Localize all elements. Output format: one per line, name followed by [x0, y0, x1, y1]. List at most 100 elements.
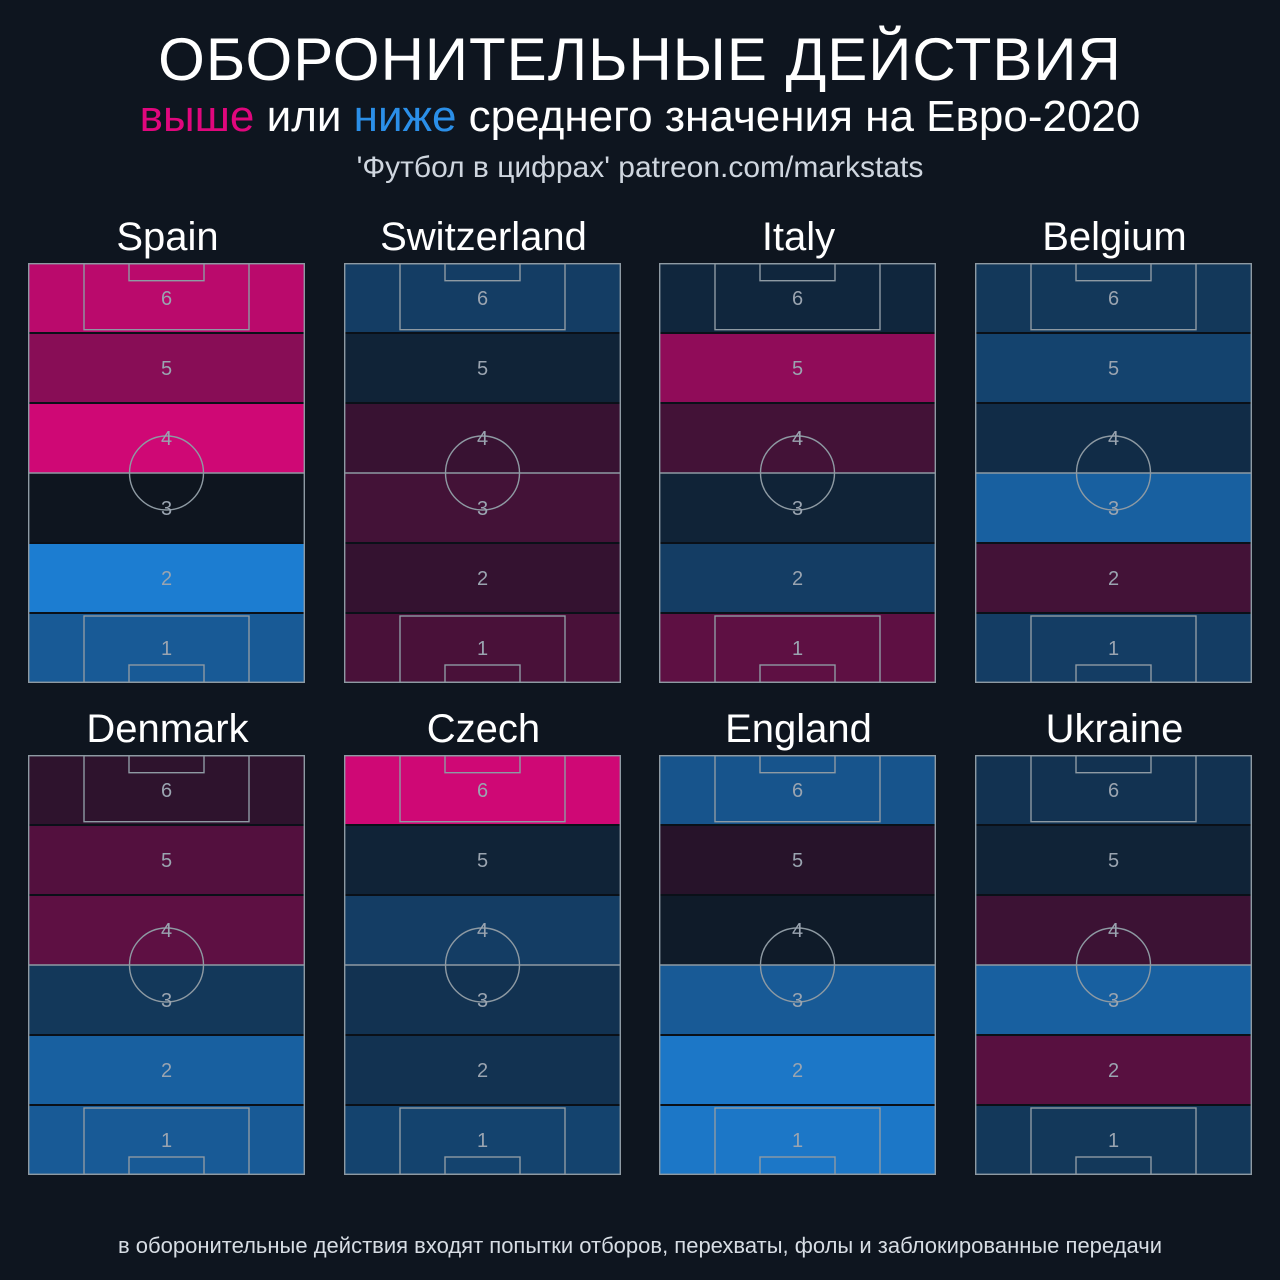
team-panel: Czech 6 5 4 3 2 1 [343, 705, 623, 1176]
zone-band-6 [659, 263, 936, 333]
zone-band-3 [659, 473, 936, 543]
zone-label: 2 [1108, 1060, 1119, 1082]
goal-box-bottom [1075, 1156, 1152, 1175]
zone-band-2 [659, 543, 936, 613]
team-name: Italy [761, 215, 836, 259]
credit-line: 'Футбол в цифрах' patreon.com/markstats [356, 151, 924, 184]
zone-label: 3 [477, 990, 488, 1012]
goal-box-bottom [1075, 664, 1152, 683]
zone-label: 4 [1108, 920, 1119, 942]
goal-box-top [444, 262, 521, 282]
goal-box-bottom [128, 1156, 205, 1175]
zone-label: 6 [161, 780, 172, 802]
team-panel: England 6 5 4 3 2 1 [658, 705, 938, 1176]
zone-band-4 [659, 895, 936, 965]
zone-band-6 [975, 263, 1252, 333]
zone-label: 1 [1108, 638, 1119, 660]
zone-band-5 [28, 825, 305, 895]
team-panel: Spain 6 5 4 3 2 1 [27, 213, 307, 684]
zone-label: 1 [1108, 1130, 1119, 1152]
zone-label: 6 [792, 780, 803, 802]
center-circle [1075, 435, 1152, 511]
team-panel: Belgium 6 5 4 3 2 1 [974, 213, 1254, 684]
legend-above-label: выше [139, 92, 255, 141]
team-panel: Ukraine 6 5 4 3 2 1 [974, 705, 1254, 1176]
zone-band-1 [344, 613, 621, 683]
goal-box-top [1075, 754, 1152, 774]
center-circle [444, 435, 521, 511]
zone-band-3 [344, 965, 621, 1035]
center-circle [444, 927, 521, 1003]
zone-label: 6 [477, 288, 488, 310]
team-name: England [725, 707, 872, 751]
zone-label: 5 [161, 358, 172, 380]
pitch-heatmap: 6 5 4 3 2 1 [974, 262, 1253, 684]
zone-band-1 [28, 1105, 305, 1175]
team-name: Denmark [86, 707, 249, 751]
center-circle [128, 435, 205, 511]
zone-band-3 [975, 473, 1252, 543]
zone-band-6 [344, 755, 621, 825]
zone-label: 6 [792, 288, 803, 310]
zone-band-4 [344, 895, 621, 965]
zone-band-1 [344, 1105, 621, 1175]
zone-label: 4 [477, 920, 488, 942]
zone-label: 6 [477, 780, 488, 802]
zone-band-2 [975, 543, 1252, 613]
center-circle [759, 927, 836, 1003]
zone-band-3 [344, 473, 621, 543]
zone-label: 5 [161, 850, 172, 872]
zone-band-5 [28, 333, 305, 403]
zone-label: 1 [477, 1130, 488, 1152]
zone-label: 2 [477, 568, 488, 590]
footnote: в оборонительные действия входят попытки… [117, 1233, 1163, 1258]
zone-band-6 [28, 263, 305, 333]
zone-band-3 [975, 965, 1252, 1035]
goal-box-bottom [759, 1156, 836, 1175]
team-panel: Italy 6 5 4 3 2 1 [658, 213, 938, 684]
goal-box-top [1075, 262, 1152, 282]
team-name: Ukraine [1045, 707, 1184, 751]
pitch-heatmap: 6 5 4 3 2 1 [974, 754, 1253, 1176]
zone-band-2 [344, 1035, 621, 1105]
zone-label: 1 [792, 1130, 803, 1152]
zone-label: 6 [161, 288, 172, 310]
goal-box-top [128, 262, 205, 282]
zone-band-5 [344, 825, 621, 895]
zone-band-1 [28, 613, 305, 683]
pitch-heatmap: 6 5 4 3 2 1 [343, 754, 622, 1176]
zone-band-5 [344, 333, 621, 403]
zone-band-4 [975, 895, 1252, 965]
zone-label: 1 [161, 638, 172, 660]
zone-label: 5 [1108, 358, 1119, 380]
legend-below-label: ниже [353, 92, 457, 141]
zone-band-6 [975, 755, 1252, 825]
team-name: Switzerland [380, 215, 587, 259]
chart-subtitle: выше или ниже среднего значения на Евро-… [0, 92, 1280, 142]
zone-band-1 [975, 613, 1252, 683]
pitch-heatmap: 6 5 4 3 2 1 [658, 262, 937, 684]
zone-band-4 [975, 403, 1252, 473]
zone-label: 4 [161, 428, 172, 450]
zone-label: 2 [161, 568, 172, 590]
pitch-heatmap: 6 5 4 3 2 1 [658, 754, 937, 1176]
goal-box-bottom [444, 664, 521, 683]
zone-label: 2 [792, 1060, 803, 1082]
zone-label: 4 [161, 920, 172, 942]
zone-label: 5 [792, 358, 803, 380]
zone-label: 4 [477, 428, 488, 450]
team-panel: Switzerland 6 5 4 3 2 1 [343, 213, 623, 684]
zone-band-2 [344, 543, 621, 613]
zone-label: 6 [1108, 780, 1119, 802]
goal-box-top [759, 754, 836, 774]
pitch-heatmap: 6 5 4 3 2 1 [27, 754, 306, 1176]
zone-label: 2 [477, 1060, 488, 1082]
zone-band-2 [975, 1035, 1252, 1105]
goal-box-top [128, 754, 205, 774]
zone-band-5 [975, 333, 1252, 403]
team-panel: Denmark 6 5 4 3 2 1 [27, 705, 307, 1176]
zone-label: 5 [1108, 850, 1119, 872]
zone-band-5 [659, 825, 936, 895]
team-name: Belgium [1042, 215, 1187, 259]
zone-band-4 [28, 895, 305, 965]
